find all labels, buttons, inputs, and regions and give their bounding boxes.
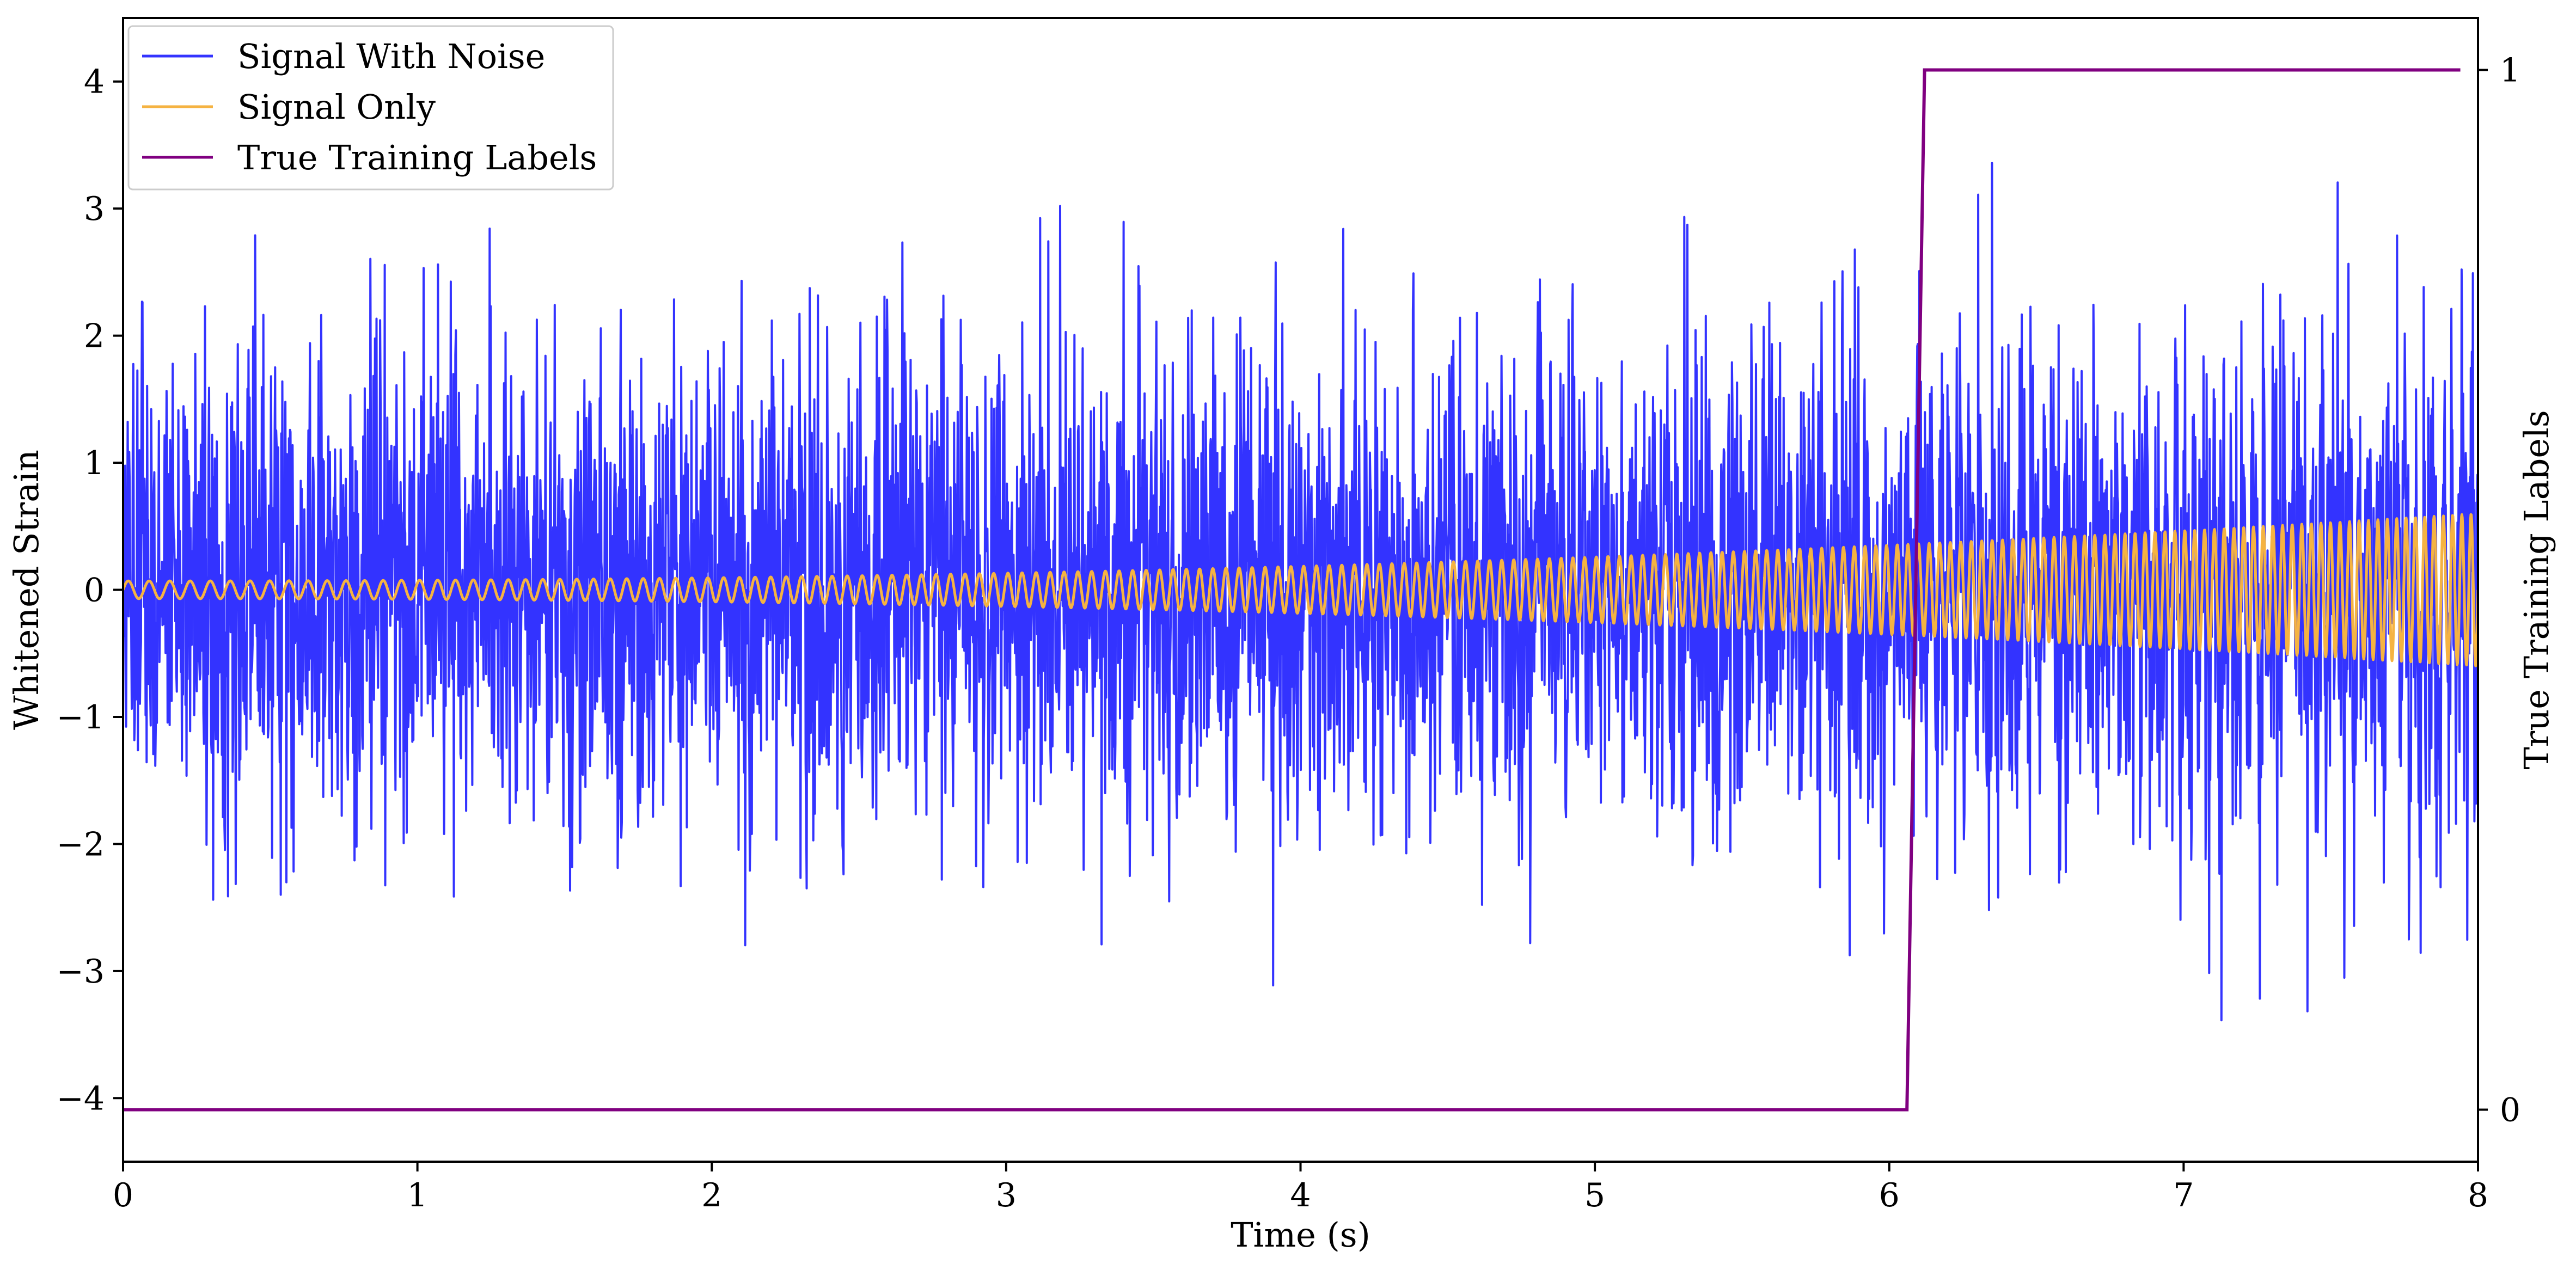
signal-with-noise-line: [123, 162, 2478, 1022]
y-left-tick-label: 0: [84, 572, 105, 610]
y-left-tick-label: −3: [57, 953, 105, 991]
x-tick-label: 1: [407, 1176, 428, 1214]
y-axis-right: 01: [2478, 52, 2520, 1130]
y-axis-left-title: Whitened Strain: [7, 450, 46, 730]
y-left-tick-label: −2: [57, 825, 105, 863]
y-left-tick-label: 3: [84, 190, 105, 228]
y-left-tick-label: −1: [57, 698, 105, 737]
y-axis-left: −4 −3 −2 −1 0 1 2 3 4: [57, 63, 123, 1118]
x-axis-title: Time (s): [1231, 1215, 1370, 1255]
x-tick-label: 4: [1290, 1176, 1311, 1214]
true-training-labels-line: [123, 68, 2461, 1112]
legend: Signal With Noise Signal Only True Train…: [127, 25, 614, 191]
y-left-tick-label: 2: [84, 317, 105, 355]
signal-with-noise-series: [123, 162, 2478, 1022]
x-tick-label: 2: [701, 1176, 722, 1214]
y-right-tick-label: 0: [2500, 1091, 2520, 1130]
x-axis: 0 1 2 3 4 5 6 7 8: [113, 1162, 2488, 1214]
x-tick-label: 6: [1879, 1176, 1900, 1214]
y-axis-right-title: True Training Labels: [2517, 410, 2556, 769]
legend-label-true-training-labels: True Training Labels: [237, 138, 597, 177]
x-tick-label: 3: [996, 1176, 1017, 1214]
legend-label-signal-with-noise: Signal With Noise: [237, 36, 545, 76]
legend-label-signal-only: Signal Only: [237, 87, 436, 127]
y-left-tick-label: 1: [84, 444, 105, 482]
x-tick-label: 7: [2173, 1176, 2194, 1214]
y-right-tick-label: 1: [2500, 52, 2520, 90]
x-tick-label: 8: [2468, 1176, 2488, 1214]
signal-only-series: [123, 513, 2478, 667]
x-tick-label: 5: [1584, 1176, 1605, 1214]
y-left-tick-label: 4: [84, 63, 105, 101]
y-left-tick-label: −4: [57, 1079, 105, 1118]
x-tick-label: 0: [113, 1176, 133, 1214]
legend-box: [127, 25, 614, 191]
signal-only-line: [123, 513, 2478, 667]
true-training-labels-series: [123, 68, 2461, 1112]
